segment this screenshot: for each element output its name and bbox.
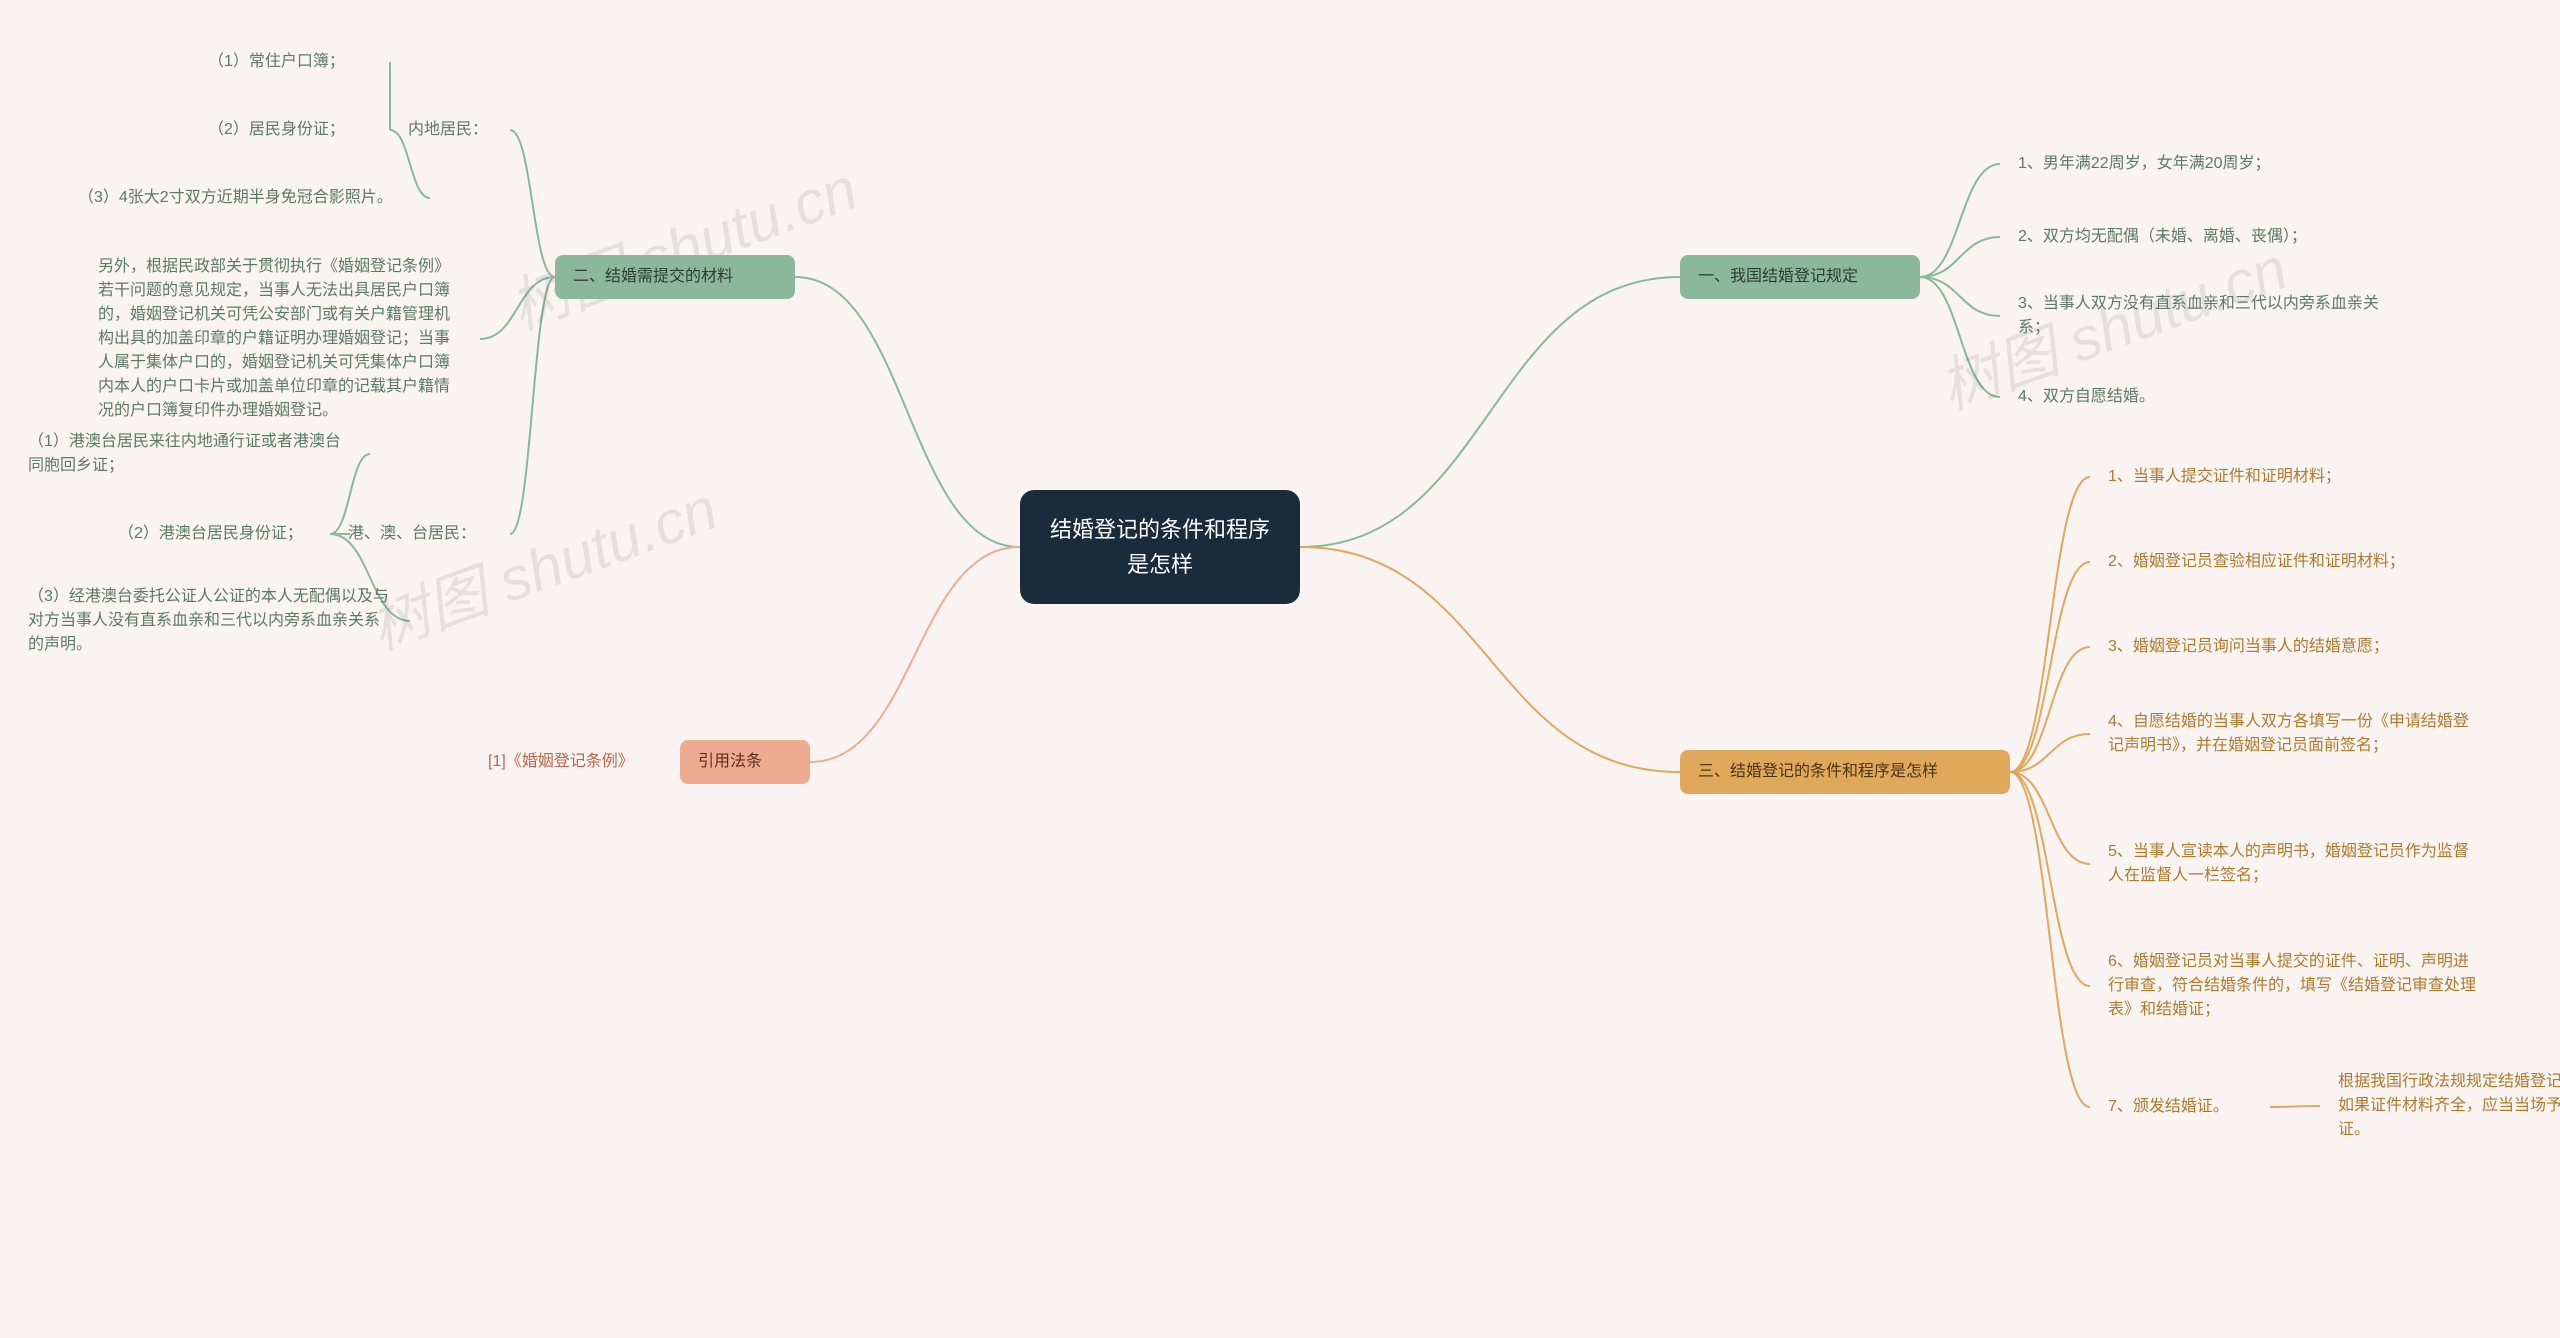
- b3-leaf-6: 6、婚姻登记员对当事人提交的证件、证明、声明进行审查，符合结婚条件的，填写《结婚…: [2090, 940, 2500, 1032]
- b2-sub-1-leaf-1: （1）常住户口簿；: [190, 40, 390, 84]
- b2-sub-3-leaf-2: （2）港澳台居民身份证；: [100, 512, 350, 556]
- b1-leaf-2: 2、双方均无配偶（未婚、离婚、丧偶）；: [2000, 215, 2390, 259]
- branch-1: 一、我国结婚登记规定: [1680, 255, 1920, 299]
- watermark: 树图 shutu.cn: [356, 460, 727, 666]
- b1-leaf-4: 4、双方自愿结婚。: [2000, 375, 2260, 419]
- b3-leaf-2: 2、婚姻登记员查验相应证件和证明材料；: [2090, 540, 2470, 584]
- b3-leaf-5: 5、当事人宣读本人的声明书，婚姻登记员作为监督人在监督人一栏签名；: [2090, 830, 2490, 898]
- watermark: 树图 shutu.cn: [496, 140, 867, 346]
- b2-sub-1-leaf-3: （3）4张大2寸双方近期半身免冠合影照片。: [60, 176, 430, 220]
- b1-leaf-1: 1、男年满22周岁，女年满20周岁；: [2000, 142, 2360, 186]
- b2-sub-1-leaf-2: （2）居民身份证；: [190, 108, 390, 152]
- b2-sub-3: 港、澳、台居民：: [330, 512, 510, 556]
- branch-3: 三、结婚登记的条件和程序是怎样: [1680, 750, 2010, 794]
- b2-sub-1: 内地居民：: [390, 108, 510, 152]
- center-node: 结婚登记的条件和程序是怎样: [1020, 490, 1300, 604]
- b2-sub-2: 另外，根据民政部关于贯彻执行《婚姻登记条例》若干问题的意见规定，当事人无法出具居…: [80, 245, 480, 433]
- b2-sub-3-leaf-3: （3）经港澳台委托公证人公证的本人无配偶以及与对方当事人没有直系血亲和三代以内旁…: [10, 575, 410, 667]
- b2-sub-3-leaf-1: （1）港澳台居民来往内地通行证或者港澳台同胞回乡证；: [10, 420, 370, 488]
- b1-leaf-3: 3、当事人双方没有直系血亲和三代以内旁系血亲关系；: [2000, 282, 2400, 350]
- b3-leaf-4: 4、自愿结婚的当事人双方各填写一份《申请结婚登记声明书》，并在婚姻登记员面前签名…: [2090, 700, 2500, 768]
- b3-leaf-1: 1、当事人提交证件和证明材料；: [2090, 455, 2410, 499]
- branch-2: 二、结婚需提交的材料: [555, 255, 795, 299]
- branch-4: 引用法条: [680, 740, 810, 784]
- b3-leaf-7: 7、颁发结婚证。: [2090, 1085, 2270, 1129]
- b3-leaf-3: 3、婚姻登记员询问当事人的结婚意愿；: [2090, 625, 2450, 669]
- b3-leaf-7-sub: 根据我国行政法规规定结婚登记时限，当事人双方如果证件材料齐全，应当当场予以登记，…: [2320, 1060, 2560, 1152]
- b4-leaf-1: [1]《婚姻登记条例》: [470, 740, 680, 784]
